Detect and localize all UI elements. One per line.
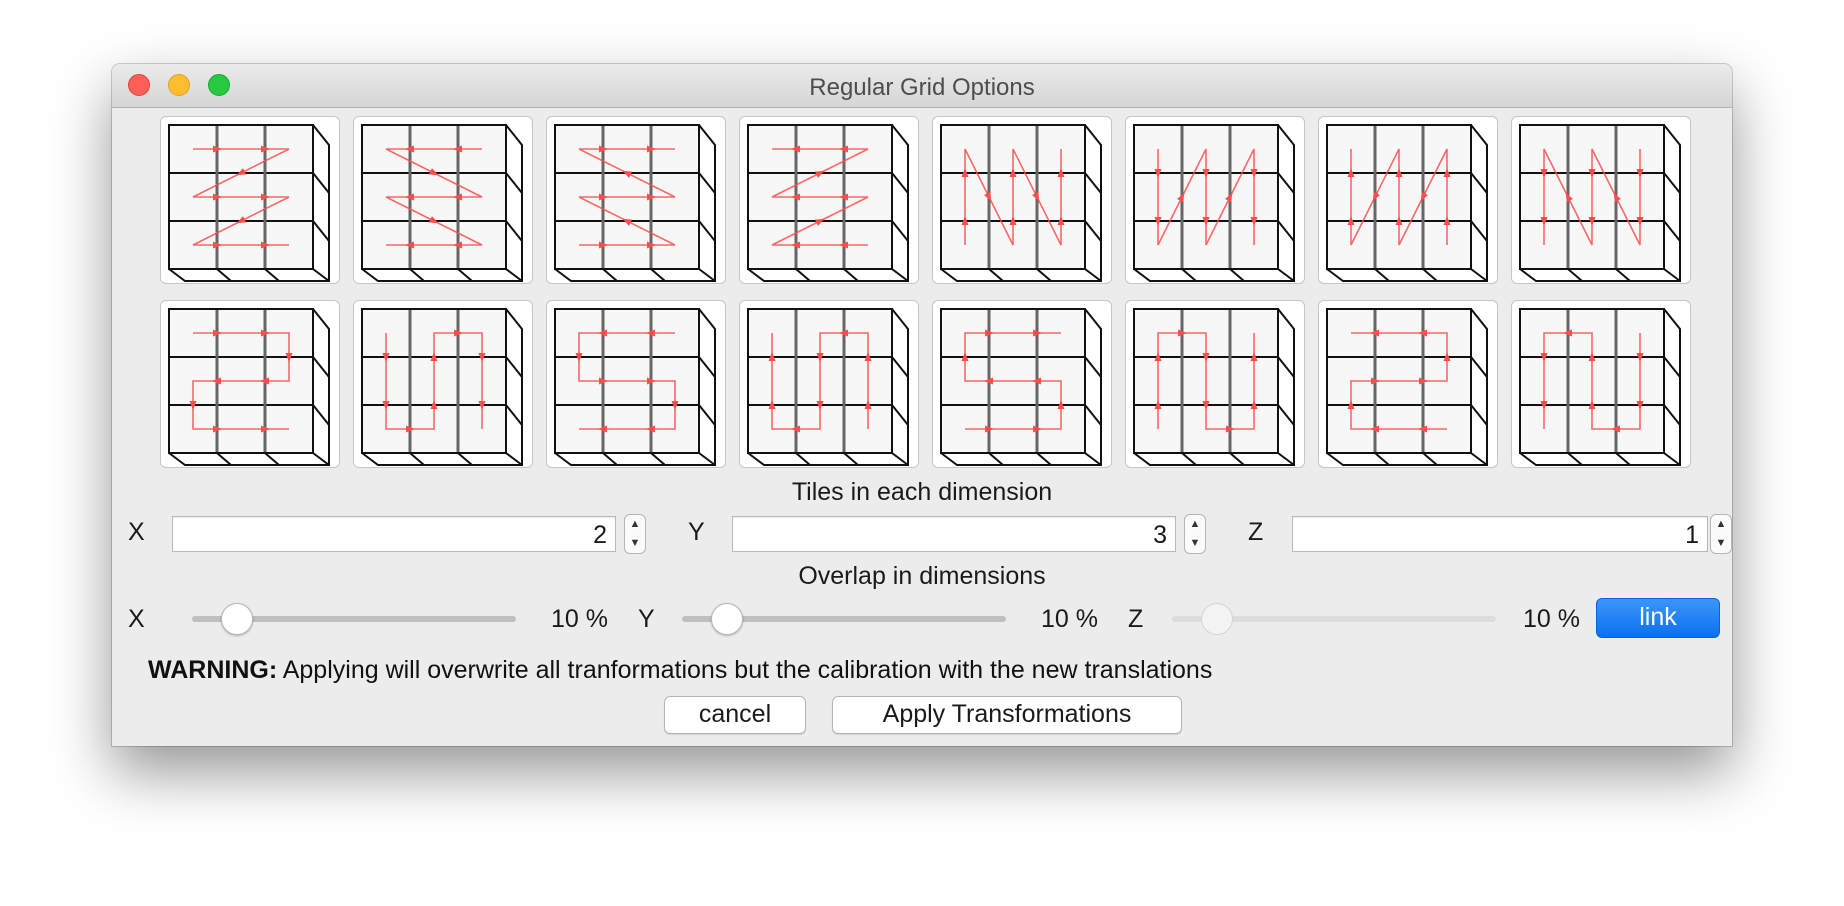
traversal-pattern-row-snake-2[interactable] [353,116,533,284]
overlap-y-value: 10 % [1041,605,1098,633]
title-bar: Regular Grid Options [112,64,1732,108]
tiles-x-field[interactable]: 2 [172,516,616,552]
chevron-down-icon[interactable]: ▼ [1715,537,1727,549]
overlap-x-slider-thumb[interactable] [221,603,254,635]
traversal-pattern-row-snake-4[interactable] [739,116,919,284]
overlap-y-slider-thumb[interactable] [711,603,744,635]
overlap-z-label: Z [1128,605,1144,633]
grid-traversal-icon [1133,124,1295,282]
window-title: Regular Grid Options [809,74,1035,101]
grid-traversal-icon [1519,308,1681,466]
chevron-up-icon[interactable]: ▲ [1715,518,1727,530]
grid-traversal-icon [1133,308,1295,466]
traversal-pattern-row-meander-3[interactable] [932,300,1112,468]
tiles-y-stepper[interactable]: ▲ ▼ [1184,514,1206,554]
overlap-x-value: 10 % [551,605,608,633]
traversal-pattern-column-snake-1[interactable] [932,116,1112,284]
traversal-pattern-row-meander-1[interactable] [160,300,340,468]
grid-traversal-icon [1326,308,1488,466]
minimize-window-button[interactable] [168,74,190,96]
traversal-pattern-column-meander-1[interactable] [353,300,533,468]
grid-traversal-icon [361,124,523,282]
apply-transformations-button[interactable]: Apply Transformations [832,696,1182,734]
tiles-x-label: X [128,518,145,546]
tiles-z-stepper[interactable]: ▲ ▼ [1710,514,1732,554]
grid-traversal-icon [747,124,909,282]
overlap-z-slider-thumb [1201,603,1234,635]
overlap-y-label: Y [638,605,655,633]
tiles-z-label: Z [1248,518,1264,546]
overlap-z-slider [1172,616,1496,622]
overlap-z-value: 10 % [1523,605,1580,633]
traversal-pattern-row-meander-2[interactable] [546,300,726,468]
overlap-x-label: X [128,605,145,633]
overlap-y-slider[interactable] [682,616,1006,622]
warning-message: WARNING: Applying will overwrite all tra… [148,656,1212,685]
grid-traversal-icon [361,308,523,466]
overlap-caption: Overlap in dimensions [798,562,1046,590]
warning-prefix: WARNING: [148,656,278,684]
grid-traversal-icon [1519,124,1681,282]
traversal-pattern-column-snake-2[interactable] [1125,116,1305,284]
grid-traversal-icon [168,124,330,282]
warning-text: Applying will overwrite all tranformatio… [277,656,1213,684]
zoom-window-button[interactable] [208,74,230,96]
regular-grid-options-dialog: Regular Grid Options Tiles in each dimen… [112,64,1732,746]
overlap-x-slider[interactable] [192,616,516,622]
traversal-pattern-row-snake-1[interactable] [160,116,340,284]
grid-traversal-icon [554,308,716,466]
traversal-pattern-column-snake-4[interactable] [1511,116,1691,284]
chevron-down-icon[interactable]: ▼ [629,537,641,549]
cancel-button[interactable]: cancel [664,696,806,734]
tiles-y-label: Y [688,518,705,546]
traversal-pattern-column-meander-4[interactable] [1511,300,1691,468]
grid-traversal-icon [940,308,1102,466]
traversal-pattern-row-snake-3[interactable] [546,116,726,284]
traversal-pattern-column-snake-3[interactable] [1318,116,1498,284]
chevron-up-icon[interactable]: ▲ [629,518,641,530]
traversal-pattern-row-meander-4[interactable] [1318,300,1498,468]
traversal-pattern-column-meander-2[interactable] [739,300,919,468]
link-button[interactable]: link [1596,598,1720,638]
tiles-z-field[interactable]: 1 [1292,516,1708,552]
traversal-pattern-column-meander-3[interactable] [1125,300,1305,468]
grid-traversal-icon [1326,124,1488,282]
close-window-button[interactable] [128,74,150,96]
grid-traversal-icon [747,308,909,466]
tiles-x-stepper[interactable]: ▲ ▼ [624,514,646,554]
grid-traversal-icon [168,308,330,466]
chevron-up-icon[interactable]: ▲ [1189,518,1201,530]
tiles-y-field[interactable]: 3 [732,516,1176,552]
grid-traversal-icon [940,124,1102,282]
chevron-down-icon[interactable]: ▼ [1189,537,1201,549]
tiles-caption: Tiles in each dimension [791,478,1053,506]
grid-traversal-icon [554,124,716,282]
